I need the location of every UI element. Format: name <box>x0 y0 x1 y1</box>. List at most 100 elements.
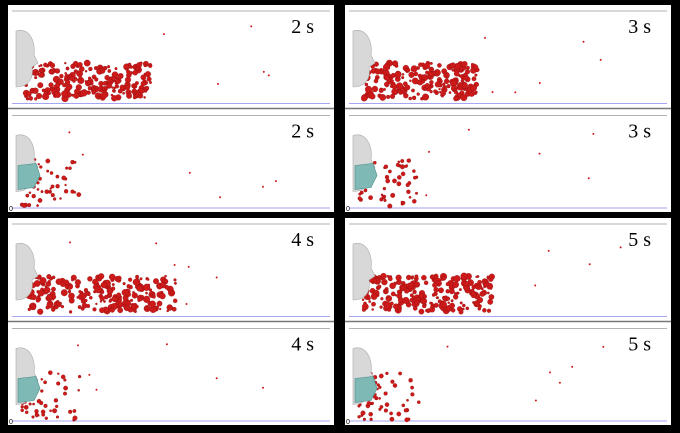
droplet <box>96 95 101 100</box>
time-label: 4 s <box>291 334 314 356</box>
face <box>15 30 39 88</box>
droplet <box>459 66 464 71</box>
droplet <box>61 175 67 181</box>
droplet <box>438 87 441 91</box>
droplet <box>448 91 452 94</box>
droplet <box>109 81 113 86</box>
droplet <box>133 309 137 314</box>
droplet <box>421 79 426 84</box>
droplet <box>368 300 372 303</box>
droplet <box>366 401 372 406</box>
droplet <box>46 169 50 173</box>
droplet <box>164 274 167 278</box>
panel: 2 s 2 s 0 <box>8 5 334 213</box>
droplet <box>397 175 402 180</box>
droplet <box>479 291 486 297</box>
droplet <box>28 96 34 101</box>
droplet <box>514 91 517 94</box>
droplet <box>412 199 417 204</box>
droplet <box>412 169 416 173</box>
droplet <box>406 68 411 73</box>
panel: 4 s 4 s 0 <box>8 218 334 426</box>
droplet <box>262 185 264 188</box>
droplet <box>219 196 222 199</box>
droplet <box>63 391 67 396</box>
droplet <box>127 71 130 74</box>
droplet <box>571 365 574 368</box>
droplet <box>95 388 98 391</box>
droplet <box>63 378 67 382</box>
droplet <box>382 186 387 191</box>
droplet <box>460 272 468 280</box>
droplet <box>357 415 361 419</box>
droplet <box>45 158 51 164</box>
droplet <box>40 378 44 381</box>
droplet <box>558 381 561 384</box>
droplet <box>153 278 159 285</box>
droplet <box>442 87 445 90</box>
droplet <box>25 97 30 101</box>
droplet <box>122 91 125 95</box>
droplet <box>440 90 446 97</box>
droplet <box>60 289 68 297</box>
droplet <box>135 66 140 71</box>
droplet <box>385 371 389 376</box>
droplet <box>135 274 140 279</box>
droplet <box>145 291 148 295</box>
droplet <box>114 67 118 71</box>
droplet <box>139 277 143 281</box>
droplet <box>64 61 67 65</box>
droplet <box>48 82 54 88</box>
droplet <box>424 83 430 89</box>
droplet <box>94 77 99 82</box>
droplet <box>124 76 132 83</box>
droplet <box>432 282 438 288</box>
droplet <box>30 306 34 310</box>
droplet <box>432 70 437 75</box>
droplet <box>385 178 391 184</box>
droplet <box>59 197 62 200</box>
droplet <box>48 370 53 375</box>
droplet <box>70 63 76 69</box>
droplet <box>100 91 108 99</box>
droplet <box>368 195 373 201</box>
droplet <box>371 308 374 311</box>
droplet <box>465 88 469 92</box>
droplet <box>98 273 105 280</box>
droplet <box>451 68 455 72</box>
droplet <box>86 80 92 85</box>
droplet <box>380 193 384 197</box>
droplet <box>482 308 487 313</box>
droplet <box>405 182 410 188</box>
face <box>352 243 376 301</box>
droplet <box>454 77 458 80</box>
droplet <box>433 302 439 308</box>
droplet <box>54 68 61 74</box>
droplet <box>387 276 393 282</box>
droplet <box>430 84 433 88</box>
droplet <box>156 284 163 290</box>
droplet <box>463 285 470 291</box>
droplet <box>394 293 398 297</box>
droplet <box>34 71 40 76</box>
droplet <box>450 62 456 69</box>
droplet <box>390 291 396 297</box>
droplet <box>396 82 404 90</box>
droplet <box>34 409 39 414</box>
droplet <box>417 400 421 404</box>
droplet <box>397 160 401 164</box>
droplet <box>452 281 459 288</box>
droplet <box>480 287 484 291</box>
droplet <box>390 79 394 83</box>
droplet <box>392 178 397 184</box>
droplet <box>172 298 178 304</box>
droplet <box>95 302 98 306</box>
droplet <box>95 67 100 71</box>
droplet <box>398 90 403 95</box>
origin-label: 0 <box>346 419 350 426</box>
droplet <box>475 275 478 279</box>
droplet <box>49 187 52 190</box>
droplet <box>449 302 455 309</box>
droplet <box>444 71 447 75</box>
